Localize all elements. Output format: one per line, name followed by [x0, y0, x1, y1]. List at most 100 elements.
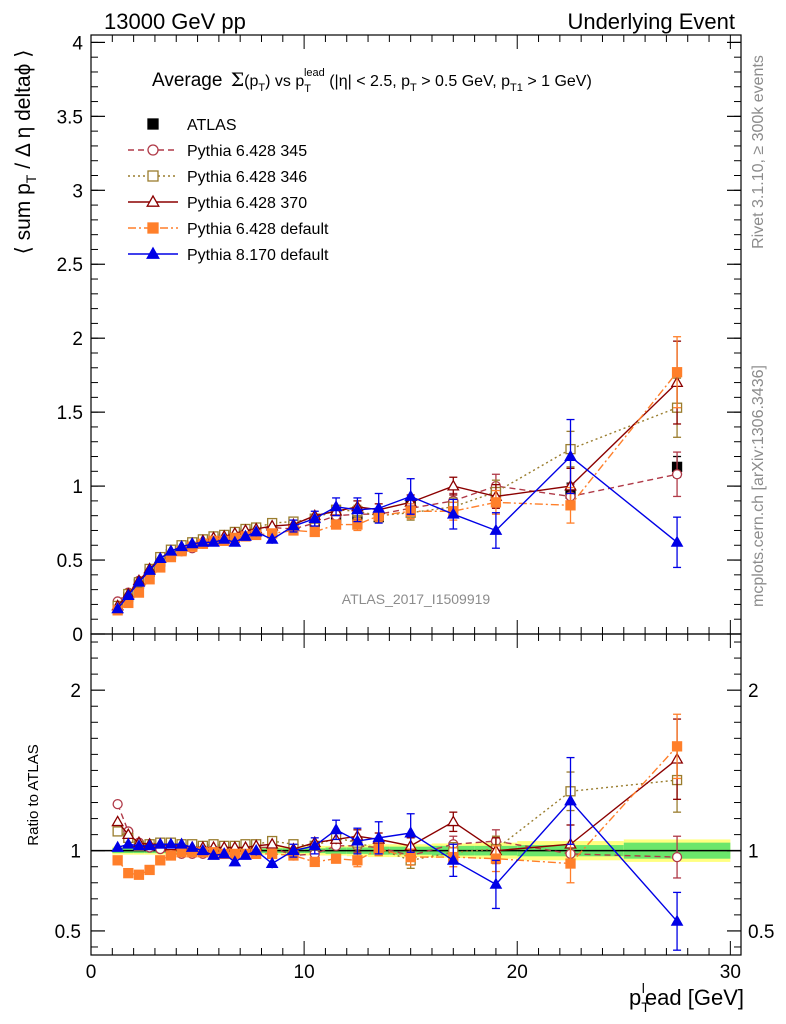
data-point [176, 847, 187, 858]
data-point [112, 826, 123, 837]
x-axis-label: pTlead [GeV] [629, 980, 744, 1015]
data-point [239, 529, 252, 541]
data-point [144, 574, 155, 585]
data-point [155, 855, 166, 866]
legend-marker [147, 118, 159, 130]
data-point [489, 877, 503, 889]
data-point [351, 503, 364, 515]
data-point [404, 489, 418, 501]
data-point [164, 837, 178, 849]
legend-marker [146, 246, 160, 259]
series-line [117, 799, 678, 922]
y-tick-label: 1 [72, 477, 83, 498]
mcplots-label: mcplots.cern.ch [arXiv:1306.3436] [750, 365, 767, 607]
data-point [153, 551, 167, 564]
data-point [404, 826, 418, 838]
data-point [207, 848, 220, 860]
data-point [185, 537, 199, 549]
data-point [309, 526, 320, 538]
data-point [239, 848, 252, 860]
data-point [121, 588, 135, 600]
y-tick-label: 3 [72, 181, 83, 202]
y-tick-label: 0 [72, 625, 83, 646]
ratio-y-tick-label: 1 [70, 842, 81, 863]
data-point [671, 741, 683, 752]
analysis-id: ATLAS_2017_I1509919 [342, 591, 491, 607]
ratio-y-tick-label-right: 1 [748, 842, 759, 863]
data-point [670, 535, 684, 547]
data-point [207, 535, 220, 547]
data-point [228, 535, 242, 547]
main-title: Average Σ(pT) vs pTlead (|η| < 2.5, pT >… [152, 67, 592, 95]
data-point [123, 867, 134, 879]
x-tick-label: 20 [507, 962, 528, 983]
legend-label: Pythia 6.428 default [187, 221, 329, 238]
x-tick-label: 10 [294, 962, 315, 983]
series-pythia-6-428-default [112, 336, 683, 616]
legend-label: ATLAS [187, 117, 237, 134]
data-point [111, 602, 124, 614]
data-point [405, 851, 416, 863]
header-left: 13000 GeV pp [104, 9, 246, 34]
series-pythia-8-170-default [111, 418, 684, 614]
series-line [117, 407, 678, 607]
data-point [112, 855, 123, 866]
data-point [217, 532, 231, 544]
series-pythia-6-428-345 [112, 798, 683, 879]
data-point [372, 501, 386, 513]
data-point [121, 837, 135, 849]
data-point [143, 839, 156, 851]
ratio-frame [90, 633, 742, 956]
legend-label: Pythia 6.428 346 [187, 169, 307, 186]
ratio-y-tick-label: 2 [70, 681, 81, 702]
data-point [351, 834, 364, 846]
legend: ATLAS Pythia 6.428 345 Pythia 6.428 346 Pyt… [128, 117, 329, 264]
legend-item: Pythia 8.170 default [128, 246, 329, 264]
ratio-y-tick-label-right: 2 [748, 681, 759, 702]
data-point [133, 869, 145, 880]
data-point [309, 856, 320, 868]
series-pythia-6-428-346 [112, 377, 683, 612]
series-pythia-6-428-370 [111, 340, 684, 611]
data-point [111, 815, 124, 827]
data-point [446, 479, 460, 491]
data-point [564, 449, 577, 461]
ratio-axes: 0.5 0.51 12 20 10 20 30 [55, 633, 774, 983]
data-point [175, 540, 188, 552]
data-point [446, 853, 460, 865]
data-point [143, 563, 156, 575]
legend-marker [147, 170, 159, 182]
data-point [329, 823, 343, 835]
legend-item: ATLAS [147, 117, 237, 134]
legend-label: Pythia 6.428 345 [187, 143, 307, 160]
data-point [308, 839, 322, 851]
data-point [308, 511, 322, 524]
series-line [117, 382, 678, 607]
data-point [185, 840, 199, 852]
rivet-label: Rivet 3.1.10, ≥ 300k events [750, 55, 767, 249]
legend-item: Pythia 6.428 370 [128, 194, 307, 212]
data-point [265, 856, 279, 868]
data-point [155, 562, 166, 573]
data-point [144, 864, 155, 876]
data-point [352, 855, 363, 866]
series-line [117, 758, 678, 852]
legend-marker [147, 144, 159, 156]
y-tick-label: 0.5 [57, 551, 83, 572]
legend-marker [146, 194, 160, 207]
data-point [249, 843, 263, 856]
data-point [446, 507, 460, 519]
data-point [490, 497, 502, 508]
legend-item: Pythia 6.428 345 [128, 143, 307, 160]
y-tick-label: 3.5 [57, 107, 83, 128]
data-point [330, 853, 342, 864]
data-point [249, 525, 263, 537]
y-tick-label: 1.5 [57, 403, 83, 424]
data-point [372, 831, 386, 843]
ratio-y-tick-label-right: 0.5 [748, 922, 774, 943]
data-point [132, 839, 146, 851]
legend-item: Pythia 6.428 346 [128, 169, 307, 186]
data-point [112, 798, 123, 810]
series-line [117, 455, 678, 610]
y-tick-label: 2 [72, 329, 83, 350]
